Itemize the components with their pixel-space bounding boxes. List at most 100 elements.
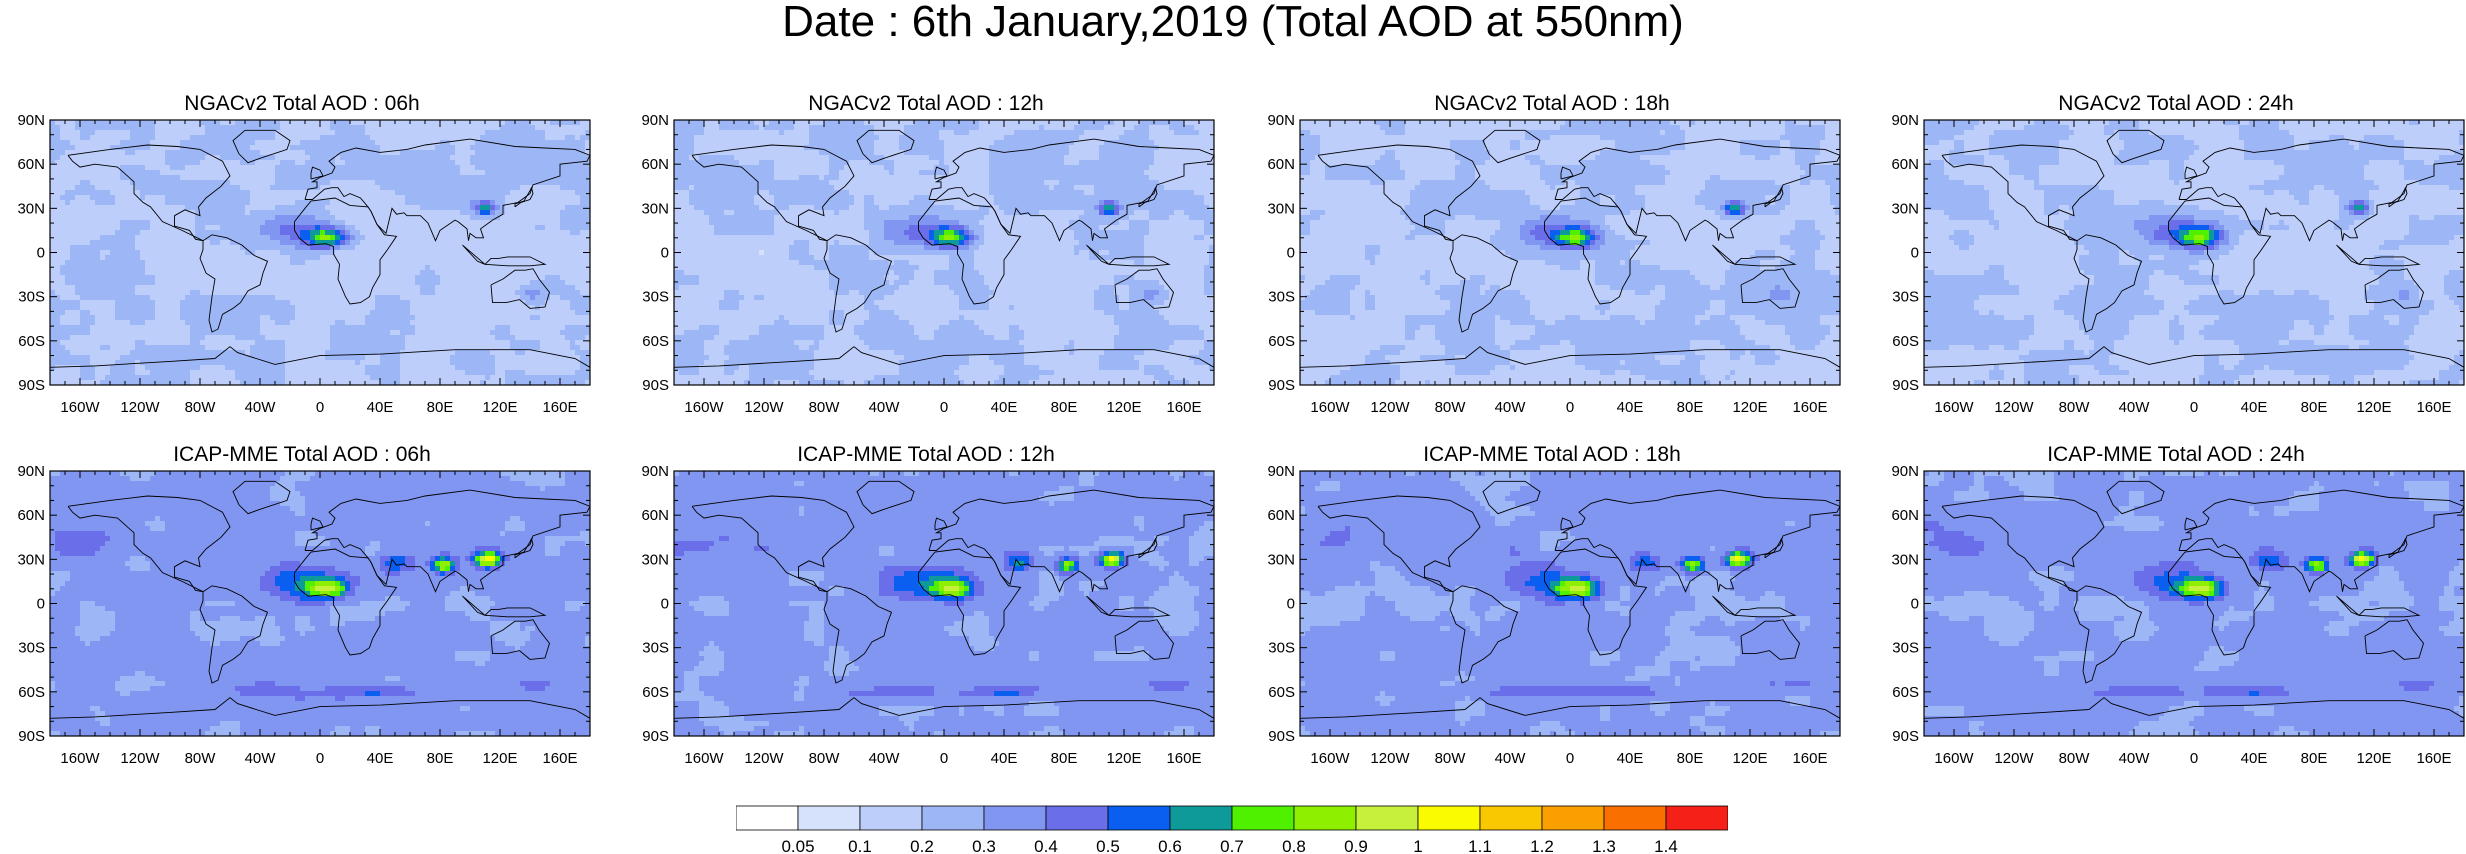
colorbar-label: 0.6 bbox=[1158, 837, 1182, 854]
lon-tick-label: 40W bbox=[245, 750, 277, 767]
lon-tick-label: 120W bbox=[744, 399, 784, 416]
lat-tick-label: 0 bbox=[1911, 245, 1919, 262]
lon-tick-label: 160W bbox=[684, 399, 724, 416]
colorbar-swatch bbox=[1603, 805, 1667, 831]
lon-tick-label: 160E bbox=[2416, 399, 2451, 416]
lat-tick-label: 60N bbox=[641, 507, 669, 524]
coastlines bbox=[1299, 129, 1841, 368]
coastlines bbox=[49, 480, 591, 719]
lat-tick-label: 0 bbox=[661, 596, 669, 613]
lon-tick-label: 80W bbox=[1435, 750, 1467, 767]
colorbar-swatch bbox=[1231, 805, 1295, 831]
lon-tick-label: 160W bbox=[60, 750, 100, 767]
colorbar-label: 0.1 bbox=[848, 837, 872, 854]
lat-tick-label: 30S bbox=[1892, 640, 1919, 657]
lat-tick-label: 30N bbox=[1891, 551, 1919, 568]
lat-tick-label: 90N bbox=[641, 112, 669, 129]
lon-tick-label: 120W bbox=[1994, 399, 2034, 416]
world-map: 90N 60N 30N 0 30S 60S 90S 160W 120W 80W 40W 0 40E 80E… bbox=[17, 463, 591, 767]
lat-tick-label: 90N bbox=[1891, 463, 1919, 480]
colorbar-swatch bbox=[797, 805, 861, 831]
panel-title: NGACv2 Total AOD : 12h bbox=[636, 92, 1216, 116]
lon-tick-label: 40W bbox=[245, 399, 277, 416]
lat-tick-label: 60S bbox=[1892, 684, 1919, 701]
lon-tick-label: 0 bbox=[316, 750, 324, 767]
lat-tick-label: 0 bbox=[37, 596, 45, 613]
lon-tick-label: 0 bbox=[2190, 750, 2198, 767]
lat-tick-label: 90S bbox=[642, 728, 669, 745]
lon-tick-label: 120E bbox=[2356, 399, 2391, 416]
map-panel-icap-mme-12h: ICAP-MME Total AOD : 12h 90N 60N 30N 0 30S 60S… bbox=[636, 443, 1216, 767]
colorbar-swatch bbox=[1169, 805, 1233, 831]
ticks bbox=[1923, 470, 2465, 737]
colorbar-label: 0.9 bbox=[1344, 837, 1368, 854]
aod-colorbar: 0.05 0.1 0.2 0.3 0.4 0.5 0.6 0.7 0.8 0.9 1 1.1 1.2 1.… bbox=[736, 805, 1728, 854]
lat-tick-label: 60N bbox=[1891, 156, 1919, 173]
lon-tick-label: 120W bbox=[1370, 750, 1410, 767]
lon-tick-label: 120W bbox=[120, 750, 160, 767]
lon-tick-label: 120E bbox=[2356, 750, 2391, 767]
lon-tick-label: 120E bbox=[1106, 399, 1141, 416]
lat-tick-label: 60S bbox=[18, 684, 45, 701]
lon-tick-label: 160E bbox=[542, 750, 577, 767]
lon-tick-label: 160E bbox=[1166, 750, 1201, 767]
lat-tick-label: 30S bbox=[642, 289, 669, 306]
ticks bbox=[673, 119, 1215, 386]
aod-field bbox=[1924, 120, 2465, 386]
lon-tick-label: 120E bbox=[482, 750, 517, 767]
map-panel-icap-mme-06h: ICAP-MME Total AOD : 06h 90N 60N 30N 0 30S 60S… bbox=[12, 443, 592, 767]
lat-tick-label: 60S bbox=[642, 333, 669, 350]
lon-tick-label: 120E bbox=[1732, 750, 1767, 767]
lat-tick-label: 90N bbox=[1891, 112, 1919, 129]
ticks bbox=[673, 470, 1215, 737]
world-map: 90N 60N 30N 0 30S 60S 90S 160W 120W 80W 40W 0 40E 80E… bbox=[641, 463, 1215, 767]
lon-tick-label: 80W bbox=[2059, 399, 2091, 416]
lon-tick-label: 120W bbox=[744, 750, 784, 767]
lon-tick-label: 120W bbox=[120, 399, 160, 416]
lat-tick-label: 30N bbox=[17, 200, 45, 217]
map-panel-ngacv2-06h: NGACv2 Total AOD : 06h 90N 60N 30N 0 30S 60S 90… bbox=[12, 92, 592, 416]
colorbar-label: 0.5 bbox=[1096, 837, 1120, 854]
world-map: 90N 60N 30N 0 30S 60S 90S 160W 120W 80W 40W 0 40E 80E… bbox=[17, 112, 591, 416]
lat-tick-label: 90N bbox=[17, 463, 45, 480]
lat-tick-label: 90S bbox=[18, 377, 45, 394]
lon-tick-label: 80E bbox=[1677, 399, 1704, 416]
lon-tick-label: 160E bbox=[542, 399, 577, 416]
lon-tick-label: 40E bbox=[991, 399, 1018, 416]
lat-tick-label: 90N bbox=[1267, 463, 1295, 480]
lat-tick-label: 30S bbox=[642, 640, 669, 657]
colorbar-label: 0.7 bbox=[1220, 837, 1244, 854]
map-panel-icap-mme-18h: ICAP-MME Total AOD : 18h 90N 60N 30N 0 30S 60S… bbox=[1262, 443, 1842, 767]
colorbar-swatch bbox=[983, 805, 1047, 831]
colorbar-swatch bbox=[1355, 805, 1419, 831]
lat-tick-label: 90N bbox=[17, 112, 45, 129]
map-panel-ngacv2-12h: NGACv2 Total AOD : 12h 90N 60N 30N 0 30S 60S 90… bbox=[636, 92, 1216, 416]
colorbar-label: 1.4 bbox=[1654, 837, 1678, 854]
world-map: 90N 60N 30N 0 30S 60S 90S 160W 120W 80W 40W 0 40E 80E… bbox=[1891, 463, 2465, 767]
lon-tick-label: 80W bbox=[2059, 750, 2091, 767]
lat-tick-label: 0 bbox=[37, 245, 45, 262]
coastlines bbox=[1923, 129, 2465, 368]
panel-title: ICAP-MME Total AOD : 06h bbox=[12, 443, 592, 467]
lon-tick-label: 120W bbox=[1994, 750, 2034, 767]
lon-tick-label: 120E bbox=[1732, 399, 1767, 416]
aod-field bbox=[674, 471, 1215, 737]
coastlines bbox=[1923, 480, 2465, 719]
lat-tick-label: 30N bbox=[17, 551, 45, 568]
lon-tick-label: 80E bbox=[1051, 399, 1078, 416]
lat-tick-label: 90S bbox=[1268, 728, 1295, 745]
aod-field bbox=[1924, 471, 2465, 737]
lat-tick-label: 0 bbox=[1287, 245, 1295, 262]
ticks bbox=[1299, 470, 1841, 737]
lat-tick-label: 60N bbox=[641, 156, 669, 173]
lat-tick-label: 90S bbox=[18, 728, 45, 745]
colorbar-swatch bbox=[1541, 805, 1605, 831]
lat-tick-label: 90N bbox=[1267, 112, 1295, 129]
lat-tick-label: 60N bbox=[17, 156, 45, 173]
aod-field bbox=[1300, 471, 1841, 737]
lat-tick-label: 60S bbox=[1892, 333, 1919, 350]
figure-title: Date : 6th January,2019 (Total AOD at 55… bbox=[0, 0, 2466, 44]
world-map: 90N 60N 30N 0 30S 60S 90S 160W 120W 80W 40W 0 40E 80E… bbox=[1267, 463, 1841, 767]
colorbar-swatch bbox=[1293, 805, 1357, 831]
lat-tick-label: 0 bbox=[1911, 596, 1919, 613]
